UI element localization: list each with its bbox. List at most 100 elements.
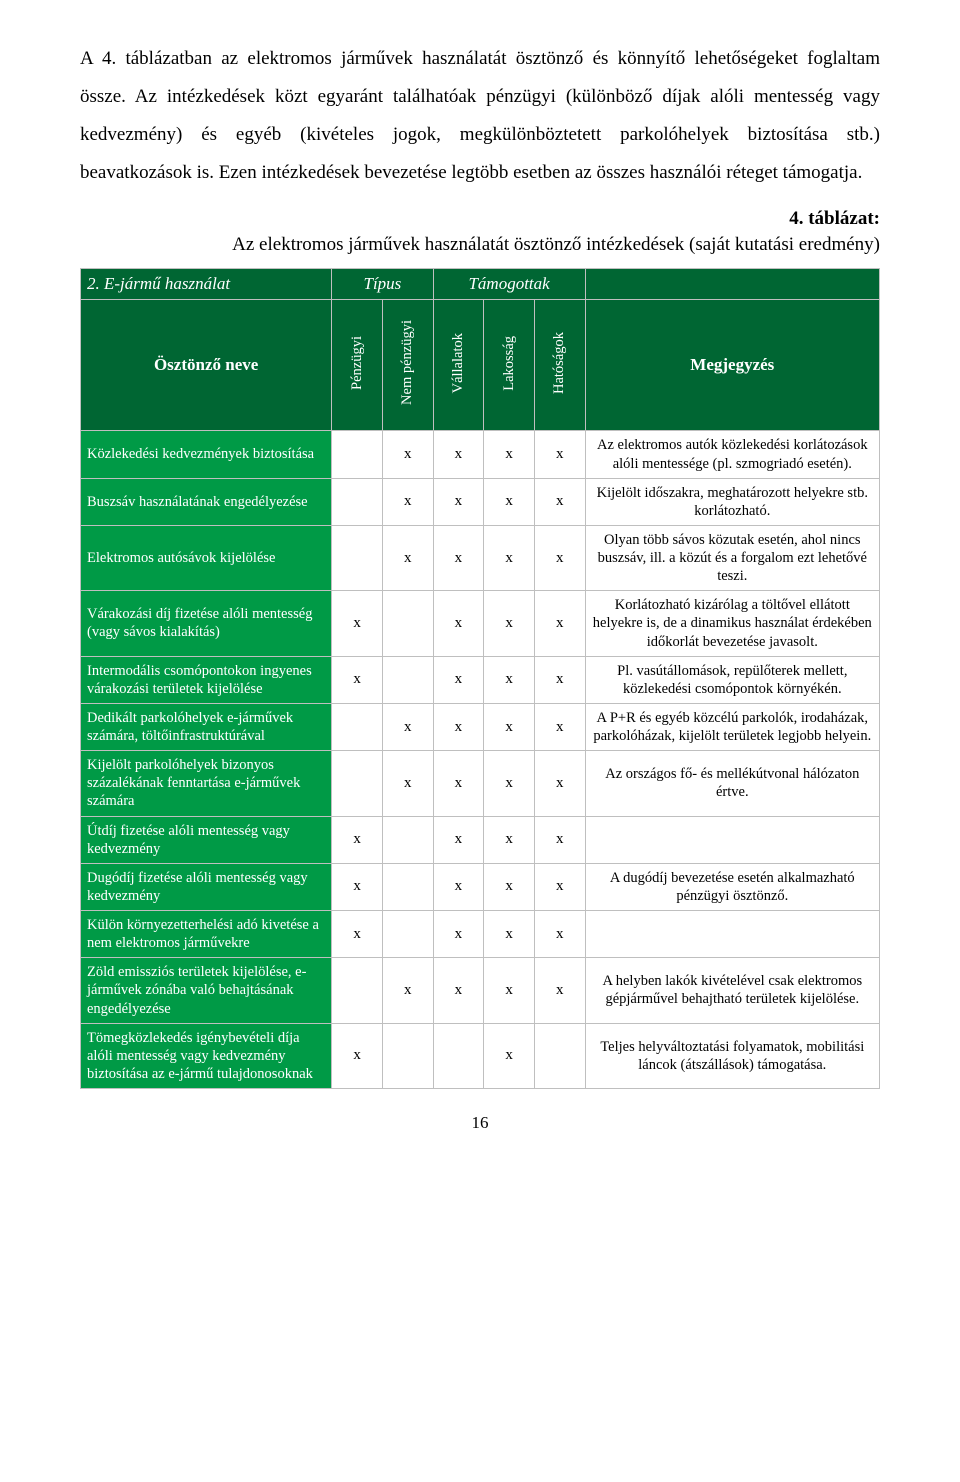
mark-cell: x [332, 656, 383, 703]
table-caption-label: 4. táblázat: [80, 208, 880, 230]
mark-cell: x [382, 431, 433, 478]
mark-cell: x [433, 751, 484, 816]
mark-cell: x [534, 703, 585, 750]
table-row: Buszsáv használatának engedélyezésexxxxK… [81, 478, 880, 525]
mark-cell: x [433, 816, 484, 863]
mark-cell: x [484, 1023, 535, 1088]
note-cell [585, 911, 879, 958]
row-header: Ösztönző neve [81, 300, 332, 431]
note-cell: Olyan több sávos közutak esetén, ahol ni… [585, 525, 879, 590]
mark-cell: x [534, 863, 585, 910]
mark-cell [433, 1023, 484, 1088]
col-vallalatok: Vállalatok [433, 300, 484, 431]
table-row: Várakozási díj fizetése alóli mentesség … [81, 591, 880, 656]
mark-cell: x [332, 863, 383, 910]
mark-cell: x [484, 958, 535, 1023]
row-name: Közlekedési kedvezmények biztosítása [81, 431, 332, 478]
mark-cell: x [484, 911, 535, 958]
mark-cell [332, 703, 383, 750]
note-cell: Teljes helyváltoztatási folyamatok, mobi… [585, 1023, 879, 1088]
mark-cell: x [534, 911, 585, 958]
mark-cell: x [433, 591, 484, 656]
col-hatosagok: Hatóságok [534, 300, 585, 431]
mark-cell: x [433, 431, 484, 478]
page-number: 16 [80, 1113, 880, 1133]
incentives-table: 2. E-jármű használat Típus Támogottak Ös… [80, 268, 880, 1089]
mark-cell: x [332, 1023, 383, 1088]
table-row: Dedikált parkolóhelyek e-járművek számár… [81, 703, 880, 750]
mark-cell: x [433, 958, 484, 1023]
mark-cell: x [484, 751, 535, 816]
table-row: Külön környezetterhelési adó kivetése a … [81, 911, 880, 958]
mark-cell: x [433, 525, 484, 590]
mark-cell [382, 1023, 433, 1088]
row-name: Várakozási díj fizetése alóli mentesség … [81, 591, 332, 656]
mark-cell: x [534, 591, 585, 656]
row-name: Elektromos autósávok kijelölése [81, 525, 332, 590]
mark-cell: x [484, 816, 535, 863]
note-cell: Az országos fő- és mellékútvonal hálózat… [585, 751, 879, 816]
row-name: Intermodális csomópontokon ingyenes vára… [81, 656, 332, 703]
mark-cell [534, 1023, 585, 1088]
row-name: Kijelölt parkolóhelyek bizonyos százalék… [81, 751, 332, 816]
note-cell: Az elektromos autók közlekedési korlátoz… [585, 431, 879, 478]
mark-cell [382, 816, 433, 863]
mark-cell: x [382, 478, 433, 525]
table-row: Tömegközlekedés igénybevételi díja alóli… [81, 1023, 880, 1088]
row-name: Dedikált parkolóhelyek e-járművek számár… [81, 703, 332, 750]
mark-cell: x [382, 751, 433, 816]
mark-cell: x [534, 478, 585, 525]
note-cell: Kijelölt időszakra, meghatározott helyek… [585, 478, 879, 525]
mark-cell: x [433, 863, 484, 910]
table-row: Kijelölt parkolóhelyek bizonyos százalék… [81, 751, 880, 816]
mark-cell: x [332, 816, 383, 863]
mark-cell: x [534, 525, 585, 590]
mark-cell [332, 751, 383, 816]
mark-cell [382, 911, 433, 958]
mark-cell: x [484, 703, 535, 750]
mark-cell: x [484, 591, 535, 656]
col-lakossag: Lakosság [484, 300, 535, 431]
mark-cell [332, 958, 383, 1023]
note-cell [585, 816, 879, 863]
row-name: Tömegközlekedés igénybevételi díja alóli… [81, 1023, 332, 1088]
table-row: Intermodális csomópontokon ingyenes vára… [81, 656, 880, 703]
table-row: Közlekedési kedvezmények biztosításaxxxx… [81, 431, 880, 478]
mark-cell: x [534, 958, 585, 1023]
mark-cell: x [484, 863, 535, 910]
table-row: Elektromos autósávok kijelölésexxxxOlyan… [81, 525, 880, 590]
mark-cell [382, 656, 433, 703]
mark-cell: x [433, 478, 484, 525]
mark-cell: x [332, 591, 383, 656]
note-cell: Korlátozható kizárólag a töltővel elláto… [585, 591, 879, 656]
mark-cell: x [484, 478, 535, 525]
row-name: Útdíj fizetése alóli mentesség vagy kedv… [81, 816, 332, 863]
mark-cell: x [484, 525, 535, 590]
mark-cell: x [534, 816, 585, 863]
mark-cell [332, 525, 383, 590]
mark-cell [332, 431, 383, 478]
mark-cell: x [433, 911, 484, 958]
mark-cell: x [534, 656, 585, 703]
note-cell: A helyben lakók kivételével csak elektro… [585, 958, 879, 1023]
mark-cell: x [484, 656, 535, 703]
row-name: Külön környezetterhelési adó kivetése a … [81, 911, 332, 958]
table-row: Útdíj fizetése alóli mentesség vagy kedv… [81, 816, 880, 863]
note-cell: A P+R és egyéb közcélú parkolók, irodahá… [585, 703, 879, 750]
mark-cell [382, 591, 433, 656]
section-label: 2. E-jármű használat [81, 269, 332, 300]
mark-cell: x [433, 656, 484, 703]
group-supported: Támogottak [433, 269, 585, 300]
mark-cell: x [382, 525, 433, 590]
mark-cell: x [484, 431, 535, 478]
table-caption-block: 4. táblázat: Az elektromos járművek hasz… [80, 208, 880, 260]
mark-cell [382, 863, 433, 910]
note-cell: Pl. vasútállomások, repülőterek mellett,… [585, 656, 879, 703]
col-nem-penzugyi: Nem pénzügyi [382, 300, 433, 431]
table-row: Dugódíj fizetése alóli mentesség vagy ke… [81, 863, 880, 910]
mark-cell: x [534, 431, 585, 478]
table-caption-text: Az elektromos járművek használatát ösztö… [80, 230, 880, 260]
col-penzugyi: Pénzügyi [332, 300, 383, 431]
mark-cell: x [433, 703, 484, 750]
note-header: Megjegyzés [585, 300, 879, 431]
